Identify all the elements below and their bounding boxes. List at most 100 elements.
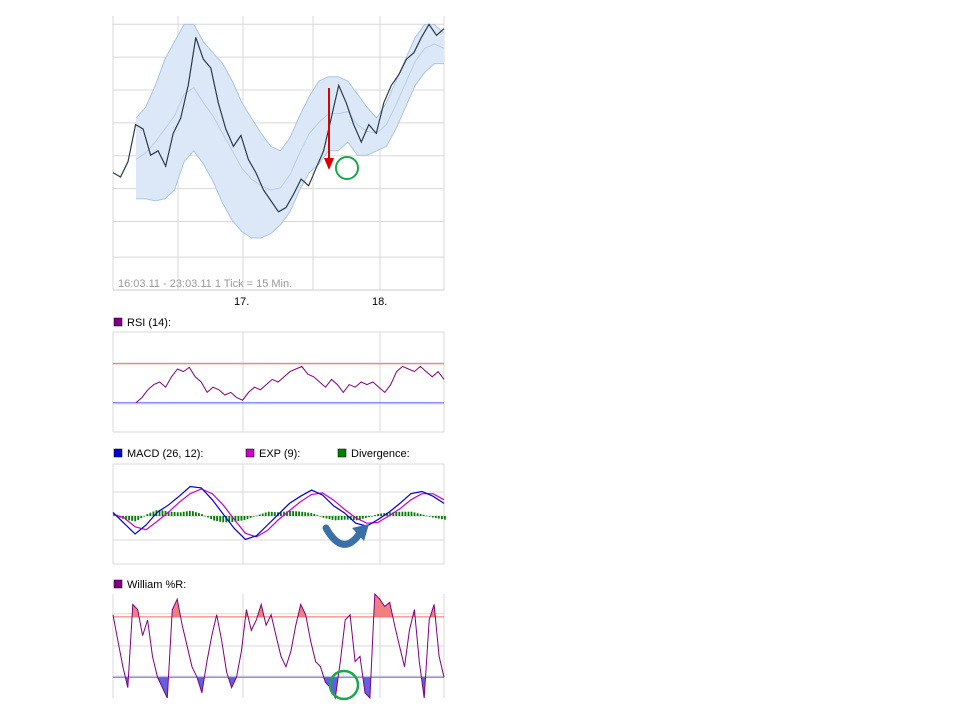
divergence-bar	[264, 512, 267, 516]
divergence-bar	[201, 514, 203, 516]
williams-r-oversold-fill	[125, 677, 426, 698]
rsi-line	[135, 365, 445, 404]
divergence-legend-label: Divergence:	[351, 448, 410, 460]
divergence-bar	[422, 514, 425, 516]
macd-panel: MACD (26, 12): EXP (9): Divergence:	[112, 448, 446, 565]
divergence-bar	[392, 512, 395, 516]
divergence-bar	[337, 516, 340, 521]
divergence-bar	[270, 511, 273, 516]
divergence-bar	[328, 516, 331, 520]
rsi-legend-swatch	[113, 317, 123, 327]
divergence-bar	[283, 511, 285, 516]
divergence-bar	[125, 516, 127, 520]
williams-r-legend-label: William %R:	[127, 579, 186, 591]
highlight-circle-williams-r	[328, 669, 360, 701]
divergence-bar	[131, 516, 133, 521]
divergence-bar	[371, 516, 373, 517]
divergence-bar	[237, 516, 240, 522]
divergence-bar	[383, 513, 386, 516]
divergence-bar	[204, 515, 206, 517]
divergence-bar	[195, 512, 197, 516]
divergence-bar	[246, 516, 249, 520]
divergence-bar	[425, 515, 428, 517]
divergence-bar	[198, 513, 200, 516]
macd-line	[112, 485, 445, 541]
rsi-grid	[112, 331, 445, 433]
highlight-circle-price	[335, 156, 359, 180]
divergence-bar	[434, 516, 437, 519]
divergence-bar	[228, 516, 231, 523]
divergence-bar	[182, 511, 185, 516]
divergence-bar	[225, 516, 228, 523]
divergence-bar	[386, 512, 389, 516]
divergence-bar	[322, 516, 325, 518]
divergence-bar	[401, 511, 404, 516]
divergence-bar	[128, 516, 130, 521]
divergence-bar	[343, 516, 346, 520]
divergence-bar	[313, 513, 316, 516]
divergence-bar	[249, 516, 252, 518]
price-footer-text: 16:03.11 - 23:03.11 1 Tick = 15 Min.	[118, 278, 292, 290]
divergence-bar	[377, 514, 379, 516]
divergence-bar	[444, 516, 446, 520]
divergence-bar	[325, 516, 328, 519]
divergence-bar	[362, 516, 364, 519]
divergence-bar	[170, 511, 173, 516]
williams-r-line	[112, 592, 445, 700]
divergence-bar	[234, 516, 237, 522]
divergence-bar	[346, 516, 349, 520]
divergence-bar	[286, 511, 288, 516]
divergence-bar	[410, 511, 413, 516]
divergence-bar	[428, 516, 431, 517]
divergence-bar	[173, 512, 176, 516]
divergence-bar	[167, 511, 170, 516]
divergence-bar	[334, 516, 337, 521]
divergence-bar	[161, 510, 164, 516]
bollinger-band-lower	[136, 63, 444, 239]
divergence-bar	[267, 511, 270, 516]
divergence-bar	[240, 516, 243, 521]
divergence-bar	[231, 516, 234, 522]
divergence-bar	[319, 516, 322, 517]
divergence-bar	[331, 516, 334, 520]
divergence-bar	[365, 516, 367, 518]
divergence-bar	[213, 516, 215, 521]
divergence-legend-swatch	[337, 448, 347, 458]
divergence-bar	[289, 511, 291, 516]
exp-legend-label: EXP (9):	[259, 448, 300, 460]
divergence-bar	[164, 511, 167, 516]
divergence-bar	[140, 516, 143, 518]
williams-r-panel: William %R:	[112, 579, 445, 701]
macd-legend-label: MACD (26, 12):	[127, 448, 203, 460]
divergence-bar	[143, 516, 146, 517]
exp-legend-swatch	[245, 448, 255, 458]
divergence-bar	[398, 511, 401, 516]
divergence-bar	[252, 516, 255, 517]
divergence-bar	[441, 516, 443, 520]
divergence-bar	[295, 511, 297, 516]
divergence-bar	[255, 515, 258, 517]
divergence-bar	[374, 515, 376, 516]
divergence-bar	[340, 516, 343, 520]
exp-line	[112, 488, 445, 538]
divergence-bar	[152, 511, 155, 516]
divergence-bar	[158, 509, 161, 516]
divergence-bar	[395, 512, 398, 516]
williams-r-legend-swatch	[113, 579, 123, 589]
divergence-bar	[146, 514, 149, 516]
divergence-bar	[192, 511, 194, 516]
divergence-bar	[207, 516, 209, 518]
divergence-bar	[185, 511, 188, 516]
divergence-bar	[176, 512, 179, 516]
price-panel: 16:03.11 - 23:03.11 1 Tick = 15 Min. 17.…	[112, 16, 445, 308]
bollinger-band-middle	[135, 43, 445, 191]
divergence-bar	[368, 516, 370, 517]
divergence-bar	[149, 512, 152, 516]
divergence-bar	[273, 512, 276, 516]
divergence-bar	[298, 511, 300, 516]
divergence-bar	[134, 516, 137, 522]
divergence-bar	[280, 512, 282, 516]
divergence-bar	[307, 512, 310, 516]
divergence-bar	[113, 515, 115, 516]
